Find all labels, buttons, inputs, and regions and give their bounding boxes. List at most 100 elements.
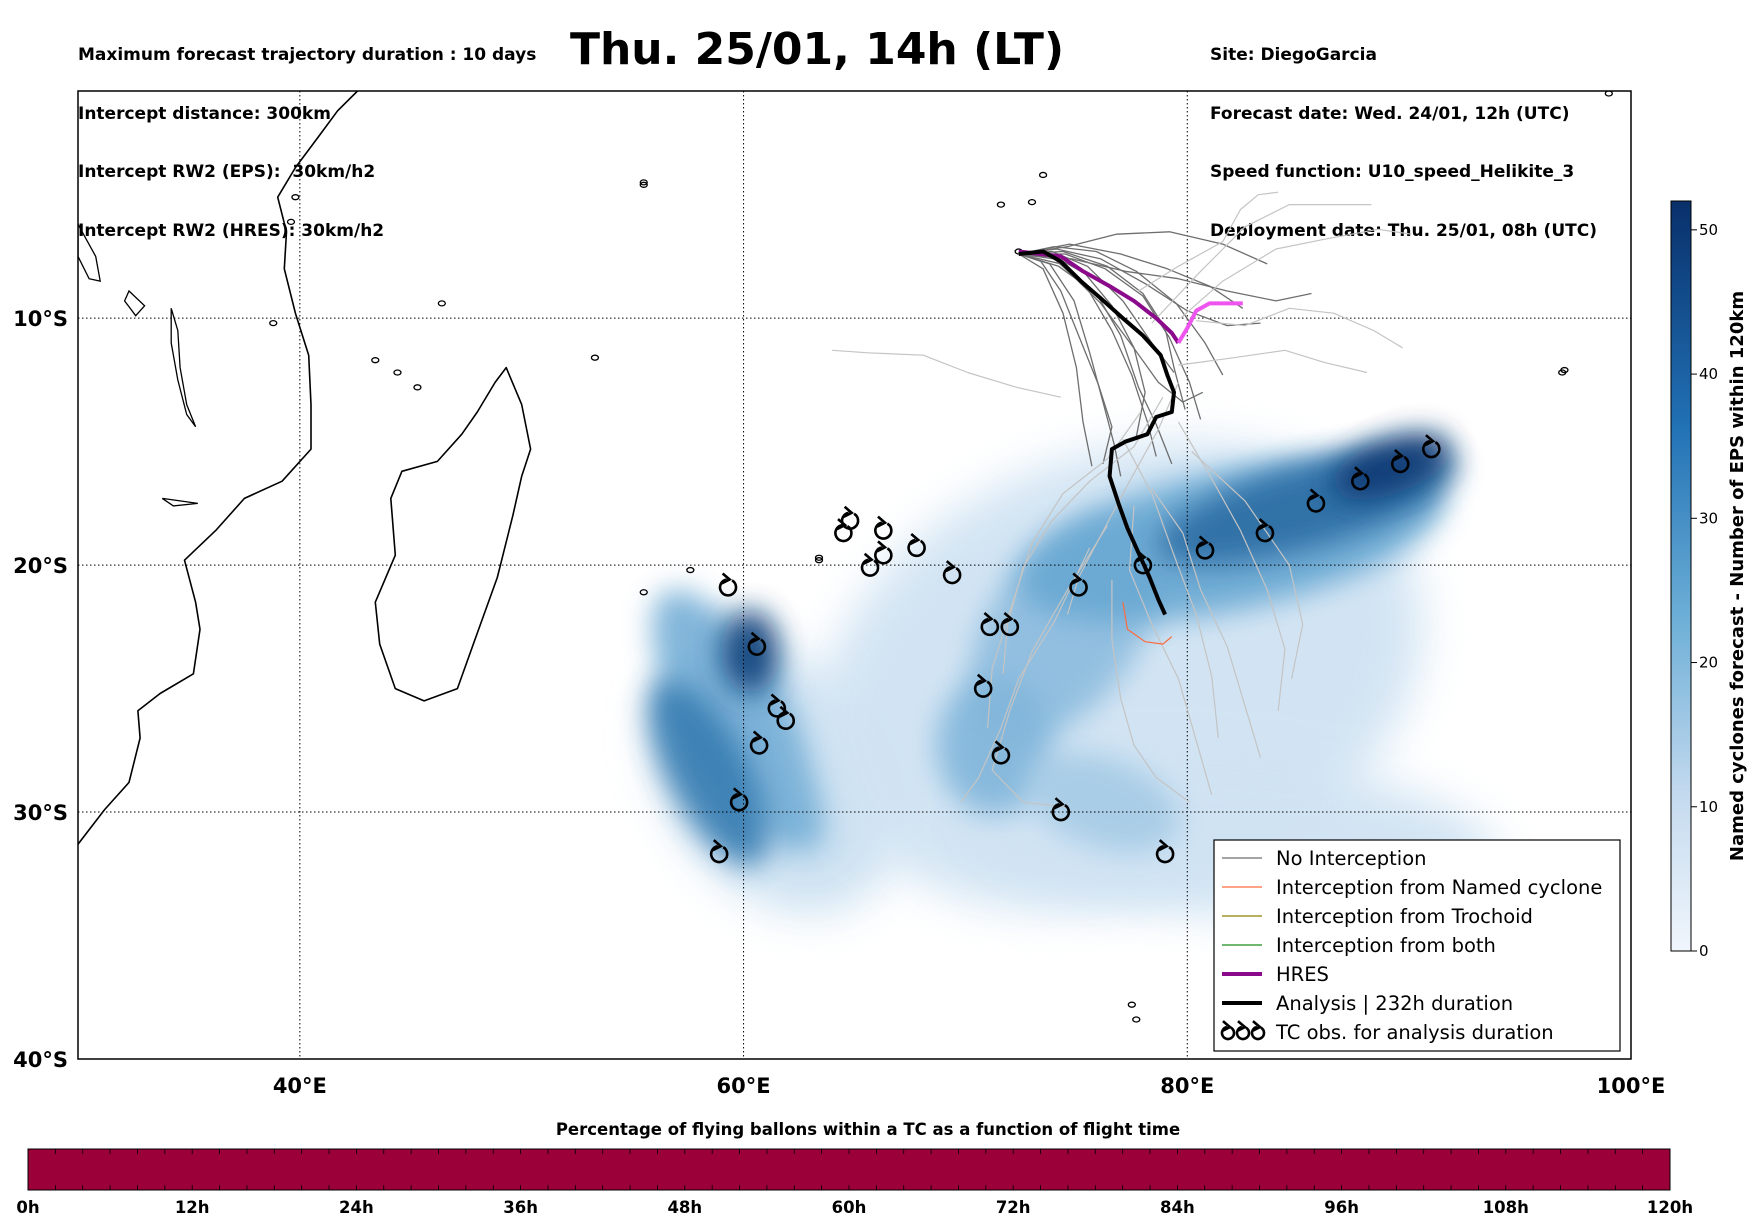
tc-arrow [1308, 488, 1320, 501]
tc-arrow [993, 740, 1005, 753]
lat-tick-label: 40°S [13, 1048, 68, 1072]
tc-symbol-icon [1306, 488, 1326, 513]
colorbar-ticks: 0 10 20 30 40 50 [1691, 221, 1718, 960]
eps-track [1180, 228, 1412, 319]
density-blob [647, 679, 769, 867]
island [291, 194, 300, 201]
eps-track [1018, 253, 1202, 420]
flight-bar-tick-label: 96h [1324, 1198, 1359, 1217]
tc-symbol-icon [1220, 1020, 1266, 1041]
map-gridlines [78, 91, 1631, 1059]
page-title-wrap: Thu. 25/01, 14h (LT) [0, 22, 1754, 78]
tc-symbol-icon [1250, 1020, 1266, 1041]
colorbar-tick-label: 20 [1699, 654, 1718, 672]
coastline-lake [161, 497, 198, 507]
analysis-trajectory [1018, 249, 1176, 616]
tc-arrow [1071, 572, 1083, 585]
eps-track [1191, 451, 1304, 679]
eps-track [1178, 349, 1368, 374]
tc-arrow [982, 611, 994, 625]
eps-track [1002, 396, 1164, 674]
eps-track [1018, 253, 1122, 477]
map-area [78, 91, 1631, 1059]
tc-arrow [876, 515, 888, 528]
flight-bar-tick-label: 60h [832, 1198, 867, 1217]
tc-arrow [1135, 550, 1147, 563]
tc-symbol-icon [1069, 572, 1088, 597]
tc-arrow [1221, 1020, 1233, 1033]
header-left-line: Intercept distance: 300km [78, 103, 331, 124]
tc-arrow [1236, 1020, 1248, 1033]
tc-arrow [1002, 611, 1014, 625]
colorbar-gradient [1670, 200, 1692, 952]
flight-bar-tick-label: 108h [1483, 1198, 1529, 1217]
eps-track [1018, 243, 1244, 309]
header-right-line: Deployment date: Thu. 25/01, 08h (UTC) [1210, 220, 1597, 241]
eps-track [987, 411, 1142, 729]
legend-box [1213, 839, 1621, 1052]
header-right-line: Site: DiegoGarcia [1210, 45, 1377, 65]
header-right-line: Forecast date: Wed. 24/01, 12h (UTC) [1210, 103, 1570, 124]
tc-symbol-icon [1155, 839, 1175, 864]
tc-arrow [721, 572, 732, 585]
legend-label: HRES [1276, 963, 1329, 986]
island [814, 557, 824, 564]
island [1127, 1001, 1136, 1008]
island [639, 589, 648, 596]
colorbar-tick-label: 30 [1699, 509, 1718, 527]
flight-bar-tick-label: 12h [175, 1198, 210, 1217]
tc-symbol-icon [1390, 449, 1410, 474]
lat-tick-label: 20°S [13, 554, 68, 578]
island [286, 218, 296, 226]
tc-arrow [769, 693, 781, 706]
map-frame [77, 90, 1632, 1060]
island [1132, 1016, 1141, 1023]
density-blob [651, 589, 827, 852]
flight-bar-tick-label: 84h [1160, 1198, 1195, 1217]
legend-label: Analysis | 232h duration [1276, 992, 1513, 1015]
header-left-line: Intercept RW2 (HRES): 30km/h2 [78, 220, 385, 241]
eps-track [991, 525, 1108, 808]
header-info-left: Maximum forecast trajectory duration : 1… [78, 7, 536, 261]
legend-label: TC obs. for analysis duration [1275, 1021, 1554, 1044]
flight-bar-ticks: 0h 12h 24h 36h 48h 60h 72h 84h 96h 108h 120h [16, 1149, 1693, 1217]
tc-observations [709, 434, 1441, 864]
legend-label: Interception from Named cyclone [1276, 876, 1602, 899]
density-blob [936, 676, 1052, 815]
eps-track [1018, 250, 1186, 410]
tc-symbol-icon [729, 787, 749, 812]
tc-symbol-icon [709, 839, 729, 864]
island [1560, 366, 1569, 374]
eps-track [1122, 438, 1219, 739]
lon-tick-label: 60°E [717, 1074, 771, 1098]
tc-arrow [712, 839, 724, 852]
flight-bar-tick-label: 72h [996, 1198, 1031, 1217]
flight-bar-tick-label: 120h [1647, 1198, 1693, 1217]
coastline-lake [78, 223, 102, 282]
island [269, 319, 278, 327]
tc-symbol-icon [1051, 797, 1071, 822]
island [1604, 91, 1613, 97]
tc-arrow [1158, 839, 1170, 852]
eps-track [1018, 248, 1261, 327]
tc-symbol-icon [980, 611, 1000, 637]
island [814, 554, 824, 561]
tc-symbol-icon [767, 693, 787, 718]
tc-symbol-icon [942, 560, 962, 585]
island [1027, 198, 1037, 206]
named-cyclone-interception [1122, 602, 1173, 645]
lat-tick-label: 10°S [13, 307, 68, 331]
coastline-africa [78, 91, 359, 845]
tc-symbol-icon [718, 572, 738, 597]
tc-symbol-icon [1235, 1020, 1251, 1041]
lon-tick-label: 80°E [1160, 1074, 1214, 1098]
eps-trajectories [832, 191, 1412, 808]
tc-arrow [1257, 518, 1269, 531]
island [371, 357, 380, 364]
tc-symbol-icon [874, 540, 893, 565]
lat-tick-label: 30°S [13, 801, 68, 825]
colorbar-tick-label: 40 [1699, 365, 1718, 383]
eps-track [832, 349, 1061, 398]
tc-symbol-icon [991, 740, 1011, 765]
